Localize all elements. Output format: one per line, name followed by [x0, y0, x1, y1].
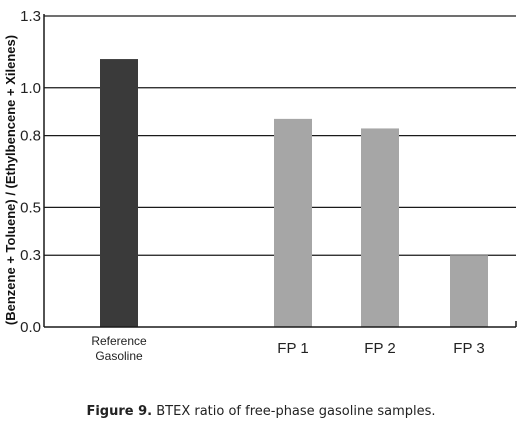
bar	[274, 118, 312, 327]
x-category-label: FP 2	[364, 340, 395, 357]
bar	[361, 128, 399, 327]
x-category-label: Gasoline	[95, 349, 143, 363]
bar	[450, 255, 488, 327]
axes	[43, 14, 517, 328]
y-tick-label: 0.5	[20, 199, 41, 216]
caption-text: BTEX ratio of free-phase gasoline sample…	[152, 404, 436, 419]
caption-label: Figure 9.	[86, 404, 153, 419]
y-tick-label: 0.3	[20, 247, 41, 264]
bars	[100, 59, 488, 328]
figure-caption: Figure 9. BTEX ratio of free-phase gasol…	[0, 404, 522, 419]
y-tick-label: 1.0	[20, 80, 41, 97]
y-tick-label: 0.0	[20, 319, 41, 336]
y-axis-title: (Benzene + Toluene) / (Ethylbencene + Xi…	[3, 35, 18, 325]
bar	[100, 59, 138, 328]
y-tick-labels: 0.0 0.3 0.5 0.8 1.0 1.3	[20, 8, 41, 336]
y-tick-label: 1.3	[20, 8, 41, 25]
x-category-label: FP 1	[277, 340, 308, 357]
x-category-label: Reference	[91, 334, 147, 348]
y-tick-label: 0.8	[20, 128, 41, 145]
chart-area: 0.0 0.3 0.5 0.8 1.0 1.3 Reference Gasoline FP 1…	[3, 8, 517, 363]
x-category-label: FP 3	[453, 340, 484, 357]
